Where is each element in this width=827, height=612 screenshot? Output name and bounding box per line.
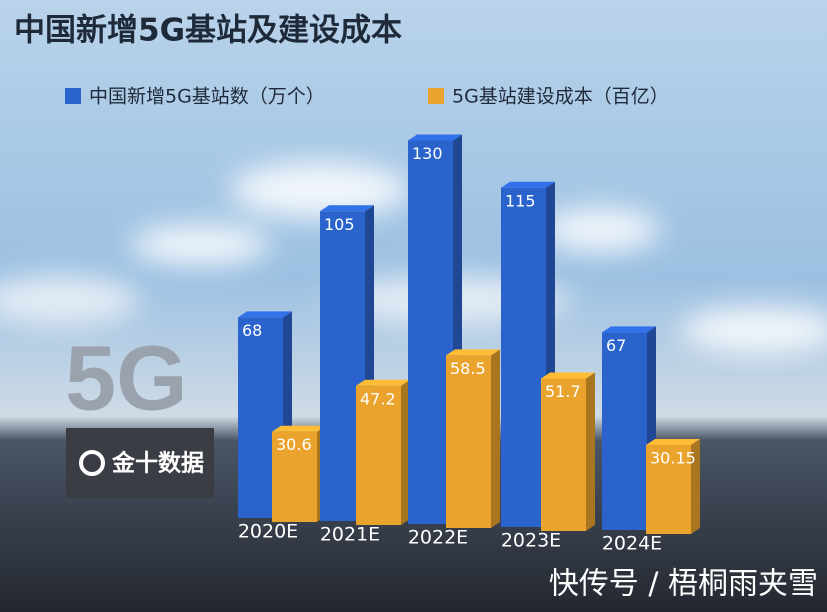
bar-top (320, 205, 374, 212)
bar-top (356, 379, 410, 386)
bar-side (491, 349, 500, 528)
x-tick-label: 2020E (238, 521, 298, 543)
value-label: 30.15 (650, 449, 696, 468)
x-tick-label: 2021E (320, 524, 380, 546)
bar-side (691, 439, 700, 534)
bar-top (446, 349, 500, 356)
bar (646, 445, 691, 534)
bar-top (541, 372, 595, 379)
bar (446, 355, 491, 528)
logo-text: 金十数据 (111, 450, 204, 477)
chart-title: 中国新增5G基站及建设成本 (14, 13, 402, 49)
bar-side (586, 372, 595, 531)
bar-top (646, 439, 700, 446)
watermark: 快传号 / 梧桐雨夹雪 (549, 567, 818, 602)
bar-top (602, 326, 656, 333)
bar-top (408, 134, 462, 141)
legend-label: 中国新增5G基站数（万个） (89, 86, 325, 108)
bar (602, 332, 647, 530)
value-label: 115 (505, 191, 536, 210)
value-label: 130 (412, 144, 443, 163)
x-tick-label: 2022E (408, 527, 468, 549)
value-label: 105 (324, 215, 355, 234)
logo-5g: 5G (65, 327, 188, 429)
bar (501, 187, 546, 527)
bar-side (401, 379, 410, 525)
value-label: 68 (242, 321, 262, 340)
value-label: 47.2 (360, 389, 396, 408)
x-tick-label: 2023E (501, 530, 561, 552)
value-label: 30.6 (276, 435, 312, 454)
bar (408, 140, 453, 524)
value-label: 51.7 (545, 382, 581, 401)
legend-label: 5G基站建设成本（百亿） (452, 86, 669, 108)
bar (272, 431, 317, 522)
value-label: 58.5 (450, 359, 486, 378)
value-label: 67 (606, 336, 626, 355)
logo-icon (79, 450, 105, 476)
bar (541, 378, 586, 531)
x-tick-label: 2024E (602, 533, 662, 555)
logo-box (66, 428, 214, 498)
bar-top (238, 311, 292, 318)
bar (356, 385, 401, 525)
legend-swatch (428, 88, 444, 104)
bar-top (501, 181, 555, 188)
bar-top (272, 425, 326, 432)
legend-swatch (65, 88, 81, 104)
